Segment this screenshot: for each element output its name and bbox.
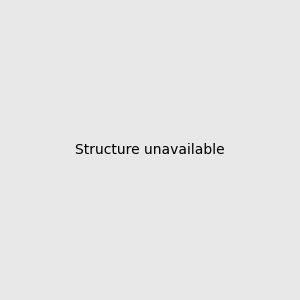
Text: Structure unavailable: Structure unavailable [75, 143, 225, 157]
